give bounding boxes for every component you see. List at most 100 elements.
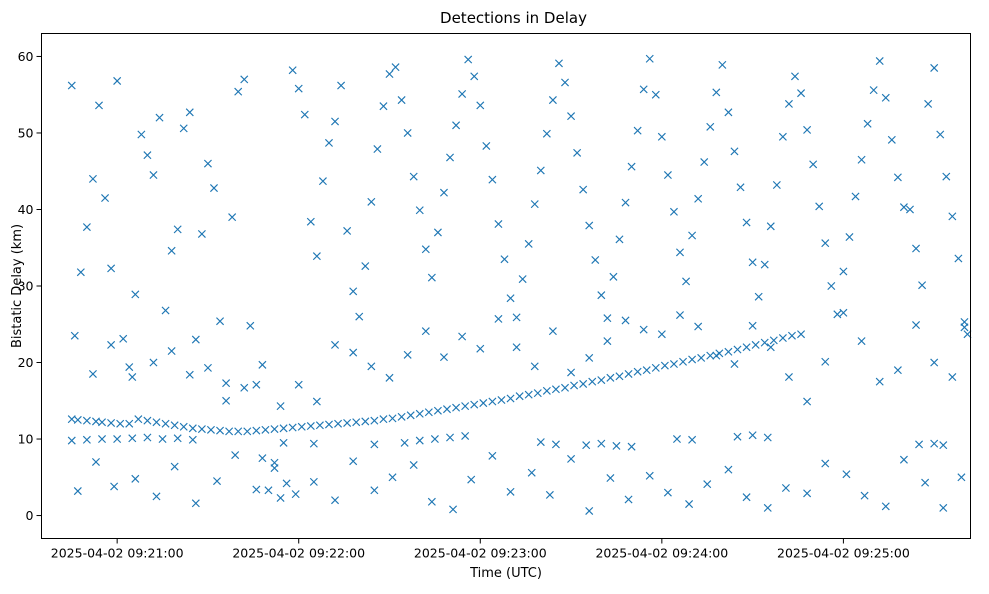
scatter-point-marker-221 — [506, 487, 515, 496]
scatter-point-marker-39 — [306, 217, 315, 226]
track-point-marker-40 — [424, 408, 433, 417]
track-point-marker-28 — [315, 421, 324, 430]
track-point-marker-4 — [98, 418, 107, 427]
track-point-marker-23 — [270, 425, 279, 434]
scatter-point-marker-217 — [427, 497, 436, 506]
scatter-point-marker-109 — [730, 147, 739, 156]
scatter-point-marker-80 — [554, 59, 563, 68]
scatter-point-marker-202 — [131, 474, 140, 483]
scatter-point-marker-216 — [409, 461, 418, 470]
scatter-point-marker-188 — [784, 373, 793, 382]
scatter-point-marker-218 — [449, 505, 458, 514]
scatter-point-marker-110 — [736, 183, 745, 192]
scatter-point-marker-63 — [452, 121, 461, 130]
scatter-point-marker-133 — [875, 57, 884, 66]
scatter-point-marker-41 — [318, 177, 327, 186]
scatter-point-marker-97 — [657, 132, 666, 141]
scatter-point-marker-23 — [209, 184, 218, 193]
track-point-marker-56 — [570, 381, 579, 390]
scatter-point-marker-236 — [803, 489, 812, 498]
scatter-point-marker-145 — [948, 212, 957, 221]
scatter-point-marker-6 — [107, 264, 116, 273]
ten-km-point-marker-0 — [67, 436, 76, 445]
scatter-point-marker-230 — [685, 500, 694, 509]
scatter-point-marker-163 — [331, 340, 340, 349]
scatter-point-marker-228 — [645, 471, 654, 480]
track-point-marker-21 — [252, 426, 261, 435]
scatter-point-marker-153 — [149, 358, 158, 367]
scatter-point-marker-75 — [524, 239, 533, 248]
scatter-point-marker-171 — [476, 344, 485, 353]
track-point-marker-43 — [452, 403, 461, 412]
scatter-point-marker-201 — [110, 482, 119, 491]
track-point-marker-45 — [470, 400, 479, 409]
scatter-point-marker-242 — [921, 478, 930, 487]
track-point-marker-6 — [116, 419, 125, 428]
scatter-point-marker-187 — [766, 343, 775, 352]
track-point-marker-5 — [107, 418, 116, 427]
scatter-point-marker-21 — [197, 229, 206, 238]
scatter-point-marker-172 — [494, 314, 503, 323]
scatter-point-marker-135 — [887, 135, 896, 144]
scatter-point-marker-55 — [403, 128, 412, 137]
scatter-point-marker-237 — [821, 459, 830, 468]
scatter-point-marker-78 — [542, 129, 551, 138]
scatter-point-marker-119 — [790, 72, 799, 81]
scatter-point-marker-8 — [119, 334, 128, 343]
scatter-point-marker-62 — [446, 153, 455, 162]
track-point-marker-68 — [679, 357, 688, 366]
x-tick-label-0: 2025-04-02 09:21:00 — [51, 546, 184, 561]
scatter-point-marker-138 — [905, 205, 914, 214]
ten-km-point-marker-3 — [113, 435, 122, 444]
scatter-point-marker-47 — [355, 312, 364, 321]
scatter-point-marker-154 — [167, 347, 176, 356]
y-axis-ticks: 0 10 20 30 40 50 60 — [18, 49, 42, 523]
scatter-point-marker-77 — [536, 166, 545, 175]
ten-km-point-marker-2 — [98, 435, 107, 444]
ten-km-point-marker-7 — [173, 434, 182, 443]
scatter-point-marker-191 — [839, 308, 848, 317]
track-point-marker-76 — [751, 340, 760, 349]
scatter-point-marker-28 — [240, 75, 249, 84]
scatter-point-marker-204 — [170, 462, 179, 471]
scatter-point-marker-46 — [349, 287, 358, 296]
track-point-marker-11 — [161, 419, 170, 428]
scatter-point-marker-173 — [512, 343, 521, 352]
scatter-point-marker-90 — [615, 235, 624, 244]
scatter-point-marker-165 — [367, 362, 376, 371]
scatter-point-marker-58 — [421, 245, 430, 254]
scatter-point-marker-136 — [893, 173, 902, 182]
track-point-marker-19 — [234, 427, 243, 436]
scatter-point-marker-232 — [724, 465, 733, 474]
track-point-marker-59 — [597, 376, 606, 385]
track-point-marker-72 — [715, 349, 724, 358]
scatter-point-marker-30 — [252, 380, 261, 389]
scatter-point-marker-164 — [349, 348, 358, 357]
track-point-marker-41 — [433, 406, 442, 415]
track-point-marker-30 — [334, 419, 343, 428]
track-point-marker-71 — [706, 351, 715, 360]
scatter-point-marker-87 — [597, 291, 606, 300]
track-point-marker-53 — [542, 386, 551, 395]
scatter-point-marker-11 — [137, 130, 146, 139]
scatter-point-marker-243 — [939, 503, 948, 512]
track-point-marker-44 — [461, 402, 470, 411]
scatter-point-marker-222 — [527, 468, 536, 477]
scatter-point-marker-48 — [361, 262, 370, 271]
track-point-marker-34 — [370, 416, 379, 425]
ten-km-point-marker-25 — [733, 432, 742, 441]
ten-km-point-marker-30 — [939, 441, 948, 450]
scatter-point-marker-16 — [167, 246, 176, 255]
track-point-marker-80 — [787, 331, 796, 340]
track-point-marker-15 — [197, 425, 206, 434]
y-tick-label-40: 40 — [18, 202, 34, 217]
scatter-point-marker-104 — [700, 158, 709, 167]
scatter-point-marker-82 — [567, 112, 576, 121]
scatter-point-marker-180 — [639, 325, 648, 334]
track-point-marker-32 — [352, 418, 361, 427]
track-point-marker-7 — [125, 419, 134, 428]
scatter-point-marker-107 — [718, 60, 727, 69]
track-point-marker-1 — [73, 415, 82, 424]
track-point-marker-35 — [379, 415, 388, 424]
track-point-marker-64 — [642, 366, 651, 375]
